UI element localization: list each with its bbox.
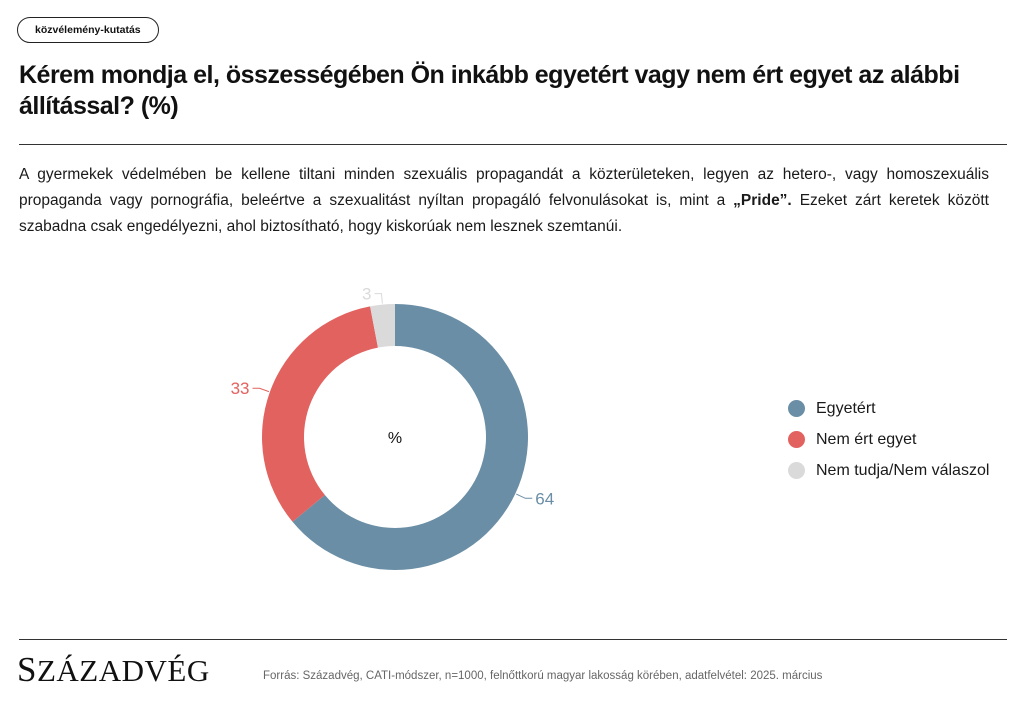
slice-nem-tudja-nem-valaszol <box>370 304 395 348</box>
legend-swatch <box>788 462 805 479</box>
legend-item-nem-tudja-nem-valaszol: Nem tudja/Nem válaszol <box>788 455 989 486</box>
data-label-nem-tudja-nem-valaszol: 3 <box>362 285 371 304</box>
leader-line-egyetert <box>516 493 533 499</box>
source-note: Forrás: Századvég, CATI-módszer, n=1000,… <box>263 670 823 682</box>
legend-label: Nem ért egyet <box>816 430 917 448</box>
logo-rest: ZÁZADVÉG <box>36 653 210 688</box>
leader-line-nem-tudja-nem-valaszol <box>374 293 383 304</box>
category-tag[interactable]: közvélemény-kutatás <box>17 17 159 43</box>
slice-nem-ert-egyet <box>262 306 378 522</box>
statement-text-end: Ezeket zárt keretek között szabadna csak… <box>19 192 989 235</box>
legend-label: Nem tudja/Nem válaszol <box>816 461 990 479</box>
legend-swatch <box>788 400 805 417</box>
statement-text-start: A gyermekek védelmében be kellene tiltan… <box>19 166 989 209</box>
slice-egyetert <box>292 304 528 570</box>
legend-swatch <box>788 431 805 448</box>
page-title: Kérem mondja el, összességében Ön inkább… <box>19 61 960 120</box>
szazadveg-logo: SZÁZADVÉG <box>17 650 210 690</box>
legend-label: Egyetért <box>816 399 876 417</box>
data-label-egyetert: 64 <box>535 489 554 508</box>
legend-item-egyetert: Egyetért <box>788 393 989 424</box>
logo-initial: S <box>17 650 37 689</box>
statement-highlight: „Pride”. <box>733 192 792 209</box>
footer-divider <box>19 639 1007 640</box>
leader-line-nem-ert-egyet <box>252 387 270 393</box>
statement-text: A gyermekek védelmében be kellene tiltan… <box>19 162 989 240</box>
donut-center-label: % <box>388 430 402 447</box>
chart-legend: Egyetért Nem ért egyet Nem tudja/Nem válas… <box>788 393 989 486</box>
legend-item-nem-ert-egyet: Nem ért egyet <box>788 424 989 455</box>
title-divider <box>19 144 1007 145</box>
data-label-nem-ert-egyet: 33 <box>231 379 250 398</box>
